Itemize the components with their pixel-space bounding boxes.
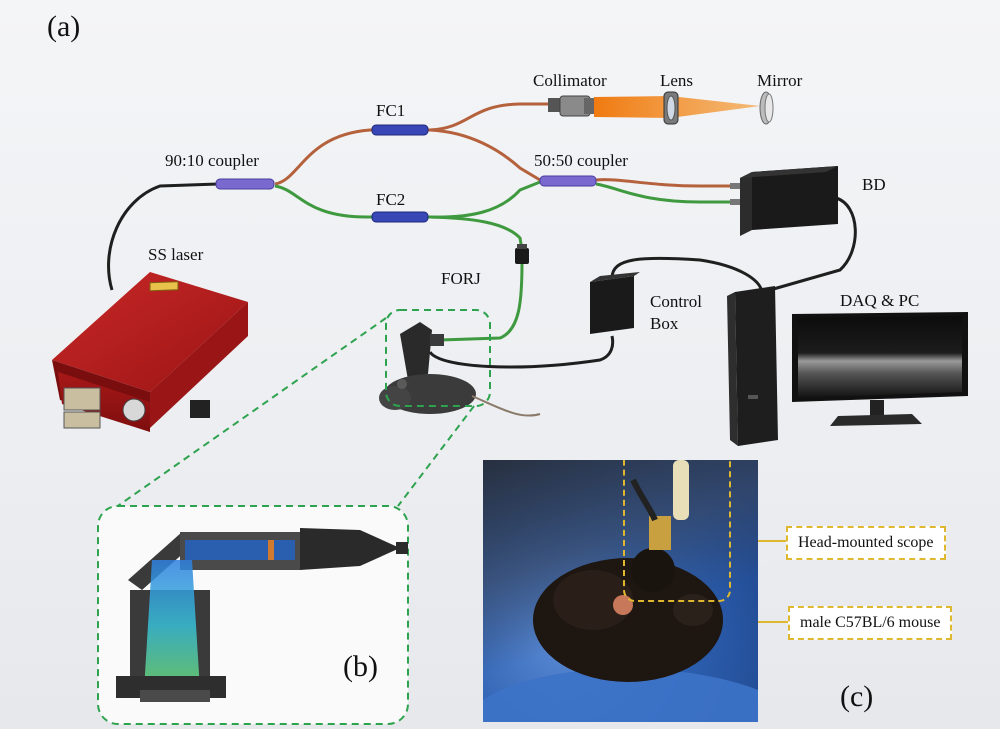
cable-controlbox-to-pc <box>610 256 764 293</box>
monitor-icon <box>792 312 968 426</box>
pc-tower-icon <box>727 286 778 446</box>
cable-probe-to-controlbox <box>428 335 615 369</box>
forj-icon <box>515 244 529 264</box>
label-ss-laser: SS laser <box>148 245 204 264</box>
lens-icon <box>663 91 679 125</box>
balanced-detector-icon <box>730 166 838 236</box>
mirror-icon <box>759 91 774 125</box>
callout-mouse-strain: male C57BL/6 mouse <box>788 606 953 640</box>
coupler-50-50 <box>539 175 597 187</box>
fiber-5050-to-bd-red <box>595 178 738 188</box>
panel-label-c: (c) <box>840 680 874 713</box>
mouse-photograph <box>483 460 758 722</box>
collimator-icon <box>548 95 594 117</box>
fc2-connector <box>371 211 429 223</box>
label-daq-pc: DAQ & PC <box>840 291 920 310</box>
panel-label-a: (a) <box>47 10 81 43</box>
fiber-fc2-to-forj <box>429 215 524 251</box>
zoom-line-right <box>397 405 475 507</box>
scope-highlight-box <box>623 460 731 602</box>
zoom-line-left <box>111 317 387 511</box>
label-box: Box <box>650 314 679 333</box>
label-90-10-coupler: 90:10 coupler <box>165 151 259 170</box>
panel-label-b: (b) <box>343 650 378 683</box>
head-mounted-scope-icon <box>400 322 444 380</box>
zoom-source-box <box>385 309 491 407</box>
probe-cross-section <box>116 528 408 702</box>
ss-laser-icon <box>52 272 248 432</box>
coupler-90-10 <box>215 178 275 190</box>
cable-bd-to-pc <box>769 196 857 292</box>
fiber-sample-arm-red <box>274 102 548 186</box>
label-forj: FORJ <box>441 269 481 288</box>
control-box-icon <box>590 272 640 334</box>
label-control: Control <box>650 292 702 311</box>
fiber-forj-to-probe <box>439 261 524 342</box>
label-fc1: FC1 <box>376 101 406 120</box>
label-50-50-coupler: 50:50 coupler <box>534 151 628 170</box>
fiber-laser-to-coupler <box>107 182 219 291</box>
label-bd: BD <box>862 175 886 194</box>
fiber-fc1-to-5050 <box>429 128 541 182</box>
label-collimator: Collimator <box>533 71 607 90</box>
label-fc2: FC2 <box>376 190 406 209</box>
label-mirror: Mirror <box>757 71 803 90</box>
mouse-icon <box>379 374 541 417</box>
fc1-connector <box>371 124 429 136</box>
fiber-5050-to-bd-green <box>595 182 738 204</box>
callout-head-mounted-scope: Head-mounted scope <box>786 526 946 560</box>
label-lens: Lens <box>660 71 694 90</box>
